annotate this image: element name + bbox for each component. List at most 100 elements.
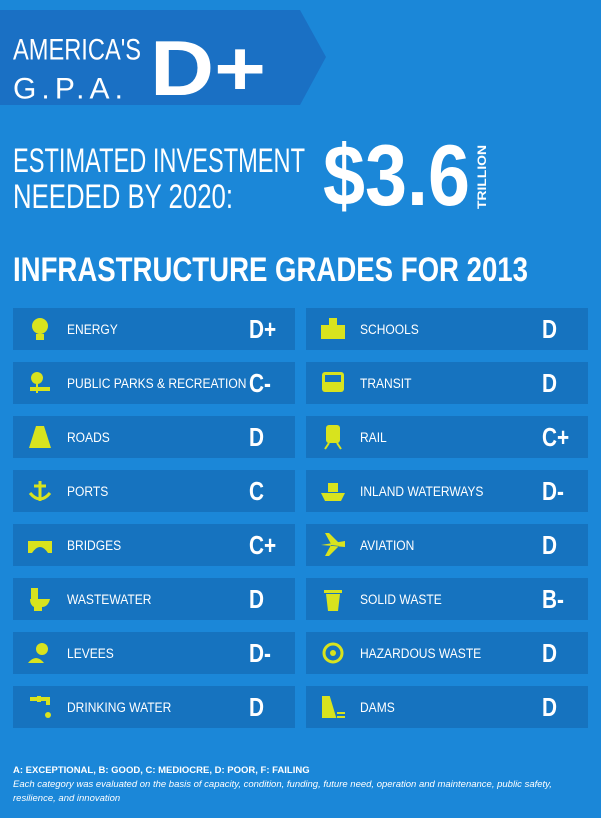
category-label: ROADS [67,429,110,445]
icon [28,481,52,501]
grade-row [306,632,588,674]
icon-part [36,383,38,393]
icon [322,372,344,392]
grade-row [13,470,295,512]
icon-part [325,375,341,382]
icon-part [322,696,345,718]
category-grade: C+ [542,423,569,452]
grade-row [306,416,588,458]
icon [30,696,51,718]
grade-row [13,362,295,404]
icon-part [326,425,340,443]
icon-part [45,712,51,718]
category-label: DAMS [360,699,395,715]
category-label: RAIL [360,429,387,445]
category-grade: D+ [249,315,276,344]
icon-part [32,318,48,334]
footnote: Each category was evaluated on the basis… [13,779,552,804]
grade-row [13,686,295,728]
category-grade: D [249,585,264,614]
icon-part [329,318,337,325]
category-label: SOLID WASTE [360,591,442,607]
icon [322,696,345,718]
icon-part [324,590,342,593]
gpa-grade: D+ [150,24,266,112]
icon [324,590,342,611]
investment-label: ESTIMATED INVESTMENT [13,142,305,180]
grade-row [306,524,588,566]
category-grade: D- [249,639,271,668]
icon-part [36,643,48,655]
icon [321,483,345,501]
icon-part [321,325,345,339]
grade-row [13,578,295,620]
category-label: ENERGY [67,321,118,337]
icon [29,426,51,448]
gpa-title: G.P.A. [13,73,123,106]
icon-part [29,426,51,448]
icon [28,643,48,663]
category-grade: B- [542,585,564,614]
section-title: INFRASTRUCTURE GRADES FOR 2013 [13,251,528,289]
category-label: WASTEWATER [67,591,151,607]
grade-row [13,308,295,350]
category-label: AVIATION [360,537,414,553]
category-grade: D [249,423,264,452]
category-label: LEVEES [67,645,114,661]
icon [321,318,345,339]
icon-part [36,334,44,340]
icon-part [322,642,344,664]
grade-row [306,362,588,404]
grade-row [306,686,588,728]
icon [324,425,342,450]
category-label: HAZARDOUS WASTE [360,645,481,661]
investment-amount: $3.6 [323,128,470,224]
grade-row [306,470,588,512]
category-label: SCHOOLS [360,321,419,337]
gpa-title: AMERICA'S [13,34,141,67]
category-grade: D- [542,477,564,506]
category-grade: D [542,531,557,560]
category-grade: D [542,315,557,344]
grade-legend: A: EXCEPTIONAL, B: GOOD, C: MEDIOCRE, D:… [13,765,310,776]
category-label: TRANSIT [360,375,411,391]
category-label: DRINKING WATER [67,699,171,715]
icon [322,642,344,664]
category-grade: C [249,477,264,506]
grade-row [306,308,588,350]
category-grade: C+ [249,531,276,560]
icon-part [324,442,342,450]
icon-part [30,696,50,705]
category-grade: D [542,639,557,668]
icon-part [30,599,50,611]
category-label: PUBLIC PARKS & RECREATION [67,375,246,391]
icon-part [321,533,345,556]
category-grade: D [249,693,264,722]
icon-part [321,493,345,501]
icon-part [28,658,44,663]
icon-part [326,594,340,611]
icon [30,372,50,393]
category-grade: D [542,369,557,398]
icon-part [30,387,50,391]
investment-unit: TRILLION [475,145,489,209]
icon [30,588,50,611]
grade-row [13,524,295,566]
category-label: INLAND WATERWAYS [360,483,484,499]
banner [0,10,326,105]
icon-part [28,481,52,501]
category-grade: D [542,693,557,722]
footer: A: EXCEPTIONAL, B: GOOD, C: MEDIOCRE, D:… [13,764,591,806]
icon-part [31,588,38,599]
icon [28,541,52,553]
category-label: BRIDGES [67,537,121,553]
category-grade: C- [249,369,271,398]
icon [321,533,345,556]
icon-part [31,372,43,384]
investment-label: NEEDED BY 2020: [13,178,233,216]
icon-part [28,541,52,553]
icon-part [330,650,336,656]
icon-part [328,483,338,492]
